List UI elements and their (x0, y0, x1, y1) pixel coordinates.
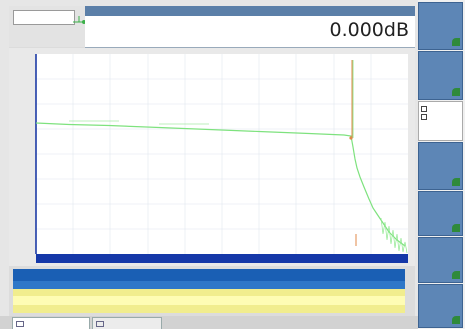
advanced-button[interactable] (418, 284, 463, 328)
cursor-marker[interactable] (349, 136, 353, 140)
event-row-band (13, 296, 405, 305)
trace-noise (380, 217, 408, 254)
trace-selector-panel (9, 6, 86, 47)
cursor-mode-group (418, 101, 463, 141)
cursor-mode-checkbox[interactable] (421, 106, 427, 112)
x-axis-bar (36, 254, 408, 263)
tab-results[interactable] (92, 317, 162, 329)
expand-button[interactable] (418, 2, 463, 50)
loss-readout: 0.000dB (329, 19, 410, 41)
move-button[interactable] (418, 142, 463, 190)
right-button-panel (418, 0, 465, 329)
header-title-bar (85, 6, 415, 16)
status-bar (13, 269, 405, 281)
measurement-header: 0.000dB (85, 6, 415, 48)
trace-name-box[interactable] (13, 10, 75, 25)
trace-graph-area[interactable] (9, 48, 415, 266)
tab-trace-file[interactable] (12, 317, 90, 329)
trace-plot[interactable] (9, 48, 415, 266)
trace-file-icon (16, 321, 24, 327)
move-icon (452, 178, 460, 186)
file-tab-bar (0, 316, 418, 329)
cursor-mode-checkbox[interactable] (421, 114, 427, 120)
event-table-row[interactable] (13, 289, 405, 313)
zoom-icon (452, 88, 460, 96)
full-scale-button[interactable] (418, 237, 463, 283)
zoom-auto-button[interactable] (418, 191, 463, 236)
zoom-auto-icon (452, 224, 460, 232)
advanced-icon (452, 316, 460, 324)
results-file-icon (96, 321, 104, 327)
expand-icon (452, 38, 460, 46)
event-table-header (13, 281, 405, 289)
grid-lines (36, 54, 408, 254)
zoom-shift-button[interactable] (418, 51, 463, 100)
otdr-window: 0.000dB (9, 6, 415, 316)
full-scale-icon (452, 271, 460, 279)
